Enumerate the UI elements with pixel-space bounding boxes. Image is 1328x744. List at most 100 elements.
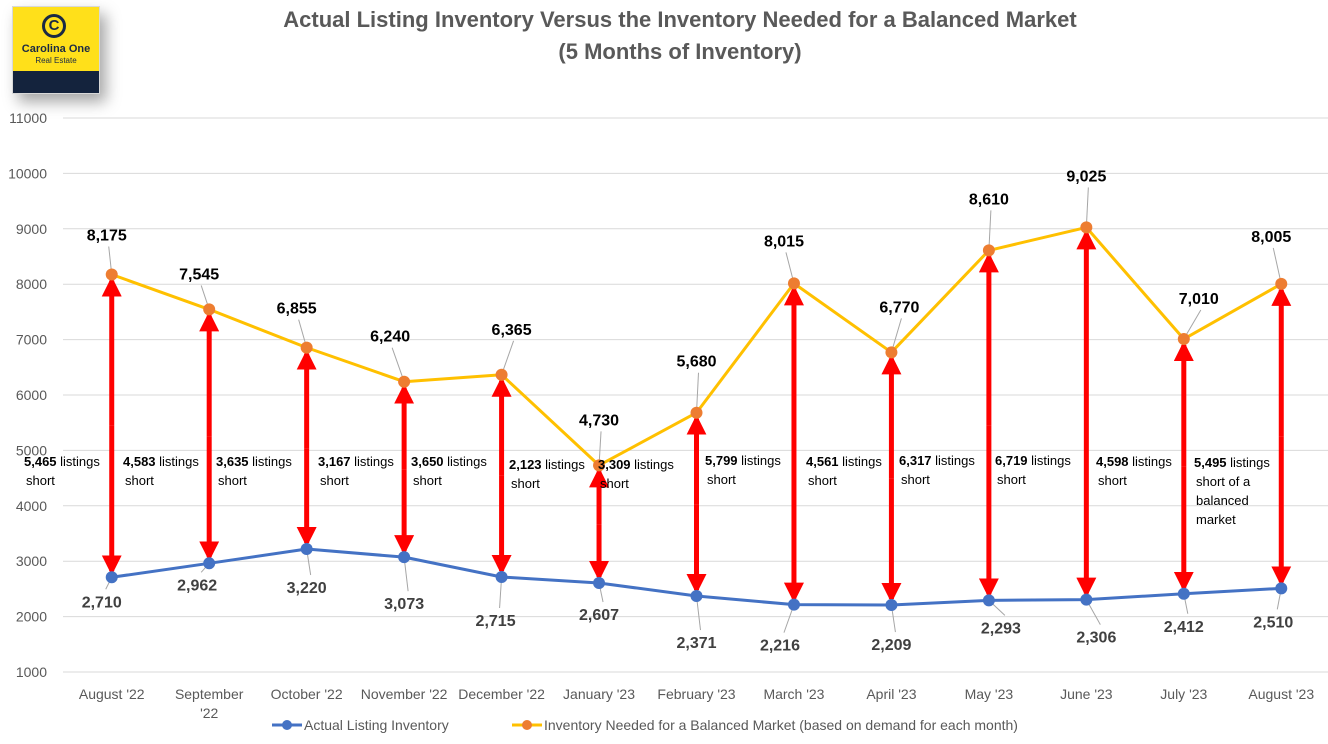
- leader-line: [1085, 187, 1089, 228]
- y-axis: 1000 2000 3000 4000 5000 6000 7000 8000 9000 1000…: [8, 110, 47, 680]
- x-tick-label: October '22: [271, 686, 343, 702]
- actual-inventory-point: [398, 551, 411, 564]
- needed-inventory-label: 4,730: [579, 412, 619, 429]
- needed-inventory-point: [787, 277, 800, 290]
- y-tick-label: 1000: [16, 664, 47, 680]
- needed-inventory-label: 8,005: [1251, 229, 1291, 246]
- actual-inventory-point: [593, 576, 606, 589]
- logo-subtitle: Real Estate: [35, 56, 77, 65]
- y-tick-label: 4000: [16, 498, 47, 514]
- needed-inventory-label: 7,545: [179, 266, 219, 283]
- leader-line: [696, 372, 699, 413]
- actual-inventory-label: 2,216: [760, 638, 800, 655]
- y-tick-label: 9000: [16, 221, 47, 237]
- actual-inventory-point: [1080, 593, 1093, 606]
- chart-subtitle: (5 Months of Inventory): [558, 39, 802, 64]
- needed-inventory-point: [495, 368, 508, 381]
- data-labels: 8,175 7,545 6,855 6,240 6,365 4,730 5,680 8,015…: [82, 168, 1294, 654]
- needed-inventory-label: 6,855: [277, 301, 317, 318]
- actual-inventory-label: 2,510: [1253, 614, 1293, 631]
- actual-inventory-point: [885, 599, 898, 612]
- needed-inventory-point: [885, 346, 898, 359]
- shortfall-annotation: 4,598 listings short: [1096, 454, 1172, 488]
- needed-inventory-label: 8,610: [969, 191, 1009, 208]
- actual-inventory-label: 2,710: [82, 594, 122, 611]
- x-tick-label: March '23: [763, 686, 824, 702]
- legend-needed-inventory: Inventory Needed for a Balanced Market (…: [512, 717, 1018, 733]
- needed-inventory-label: 5,680: [676, 354, 716, 371]
- needed-inventory-point: [300, 341, 313, 354]
- actual-inventory-point: [690, 590, 703, 603]
- legend: Actual Listing Inventory Inventory Needed…: [272, 717, 1018, 733]
- actual-inventory-point: [495, 570, 508, 583]
- actual-inventory-label: 2,293: [981, 620, 1021, 637]
- x-tick-label: August '23: [1248, 686, 1314, 702]
- y-tick-label: 2000: [16, 609, 47, 625]
- shortfall-annotation: 3,635 listings short: [216, 454, 292, 488]
- carolina-one-logo: C Carolina One Real Estate: [12, 6, 100, 94]
- x-tick-label: January '23: [563, 686, 635, 702]
- actual-inventory-label: 2,371: [676, 635, 716, 652]
- copyright-icon: C: [42, 14, 66, 38]
- shortfall-annotation: 3,167 listings short: [318, 454, 394, 488]
- actual-inventory-label: 2,715: [476, 613, 516, 630]
- shortfall-annotation: 5,495 listings short of a balanced market: [1194, 455, 1270, 527]
- leader-line: [501, 340, 515, 375]
- actual-inventory-point: [1177, 587, 1190, 600]
- needed-inventory-label: 8,015: [764, 233, 804, 250]
- actual-inventory-point: [203, 557, 216, 570]
- shortfall-annotation: 5,465 listings short: [24, 454, 100, 488]
- actual-inventory-point: [982, 594, 995, 607]
- actual-inventory-label: 2,209: [871, 637, 911, 654]
- actual-inventory-point: [1275, 582, 1288, 595]
- chart-title-block: Actual Listing Inventory Versus the Inve…: [200, 4, 1160, 68]
- legend-label: Actual Listing Inventory: [304, 717, 449, 733]
- leader-line: [988, 210, 992, 251]
- needed-inventory-point: [203, 303, 216, 316]
- needed-inventory-point: [593, 459, 606, 472]
- x-tick-label: September '22: [175, 686, 244, 721]
- actual-inventory-point: [300, 543, 313, 556]
- shortfall-annotation: 4,561 listings short: [806, 454, 882, 488]
- needed-inventory-point: [1177, 333, 1190, 346]
- needed-inventory-label: 7,010: [1179, 291, 1219, 308]
- chart-title: Actual Listing Inventory Versus the Inve…: [283, 7, 1077, 32]
- x-tick-label: November '22: [361, 686, 448, 702]
- y-tick-label: 7000: [16, 332, 47, 348]
- shortfall-annotations: 5,465 listings short 4,583 listings short 3,…: [24, 453, 1270, 527]
- y-tick-label: 6000: [16, 387, 47, 403]
- actual-inventory-label: 2,607: [579, 607, 619, 624]
- x-axis: August '22 September '22 October '22 Novembe…: [79, 686, 1314, 721]
- needed-inventory-point: [690, 406, 703, 419]
- actual-inventory-label: 2,306: [1076, 630, 1116, 647]
- actual-inventory-label: 2,412: [1164, 619, 1204, 636]
- shortfall-annotation: 3,309 listings short: [598, 457, 674, 491]
- actual-inventory-point: [105, 571, 118, 584]
- x-tick-label: August '22: [79, 686, 145, 702]
- shortfall-annotation: 2,123 listings short: [509, 457, 585, 491]
- legend-actual-inventory: Actual Listing Inventory: [272, 717, 449, 733]
- legend-marker-icon: [282, 720, 292, 730]
- y-tick-label: 11000: [9, 110, 47, 126]
- legend-label: Inventory Needed for a Balanced Market (…: [544, 717, 1018, 733]
- shortfall-annotation: 5,799 listings short: [705, 453, 781, 487]
- actual-inventory-label: 3,073: [384, 596, 424, 613]
- needed-inventory-label: 6,770: [879, 299, 919, 316]
- leader-line: [1272, 247, 1282, 285]
- x-tick-label: July '23: [1160, 686, 1207, 702]
- legend-marker-icon: [522, 720, 532, 730]
- x-tick-label: June '23: [1060, 686, 1113, 702]
- needed-inventory-point: [398, 375, 411, 388]
- shortfall-annotation: 4,583 listings short: [123, 454, 199, 488]
- needed-inventory-label: 8,175: [87, 228, 127, 245]
- actual-inventory-label: 2,962: [177, 577, 217, 594]
- leader-line: [391, 347, 405, 382]
- y-tick-label: 3000: [16, 553, 47, 569]
- x-tick-label: May '23: [965, 686, 1014, 702]
- shortfall-annotation: 6,317 listings short: [899, 453, 975, 487]
- gap-arrows: [101, 229, 1292, 604]
- x-tick-label: February '23: [657, 686, 735, 702]
- needed-inventory-point: [982, 244, 995, 257]
- x-tick-label: December '22: [458, 686, 545, 702]
